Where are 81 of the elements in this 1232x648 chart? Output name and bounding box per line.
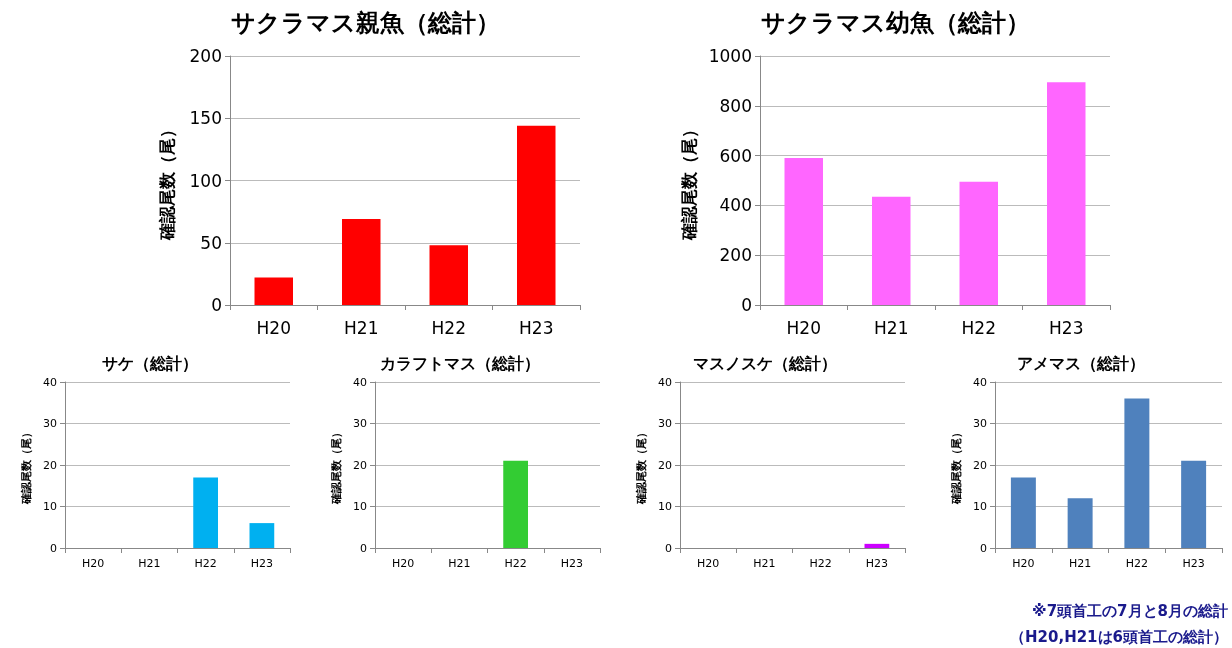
y-tick-label: 40	[973, 375, 987, 389]
bar	[1010, 477, 1036, 548]
y-tick-label: 0	[360, 541, 367, 555]
x-tick-label: H20	[391, 557, 415, 570]
y-tick-label: 1000	[708, 46, 752, 66]
text: ※7頭首工の7月と8月の総計	[1032, 601, 1228, 620]
x-tick-label: H23	[1049, 317, 1084, 338]
chart-title: サクラマス親魚（総計）	[230, 9, 500, 37]
y-tick-label: 30	[43, 417, 57, 430]
bar	[1047, 82, 1086, 305]
y-tick-label: 800	[719, 95, 752, 116]
y-tick-label: 0	[741, 295, 752, 315]
bar	[342, 219, 381, 305]
bar	[959, 181, 998, 305]
x-tick-label: H22	[1125, 557, 1149, 570]
bar	[1067, 498, 1093, 548]
chart-title: カラフトマス（総計）	[380, 353, 540, 373]
y-tick-label: 0	[665, 541, 672, 555]
y-tick-label: 20	[973, 458, 987, 472]
y-tick-label: 10	[353, 500, 367, 513]
x-tick-label: H20	[81, 557, 105, 570]
x-tick-label: H20	[256, 317, 291, 338]
x-tick-label: H21	[874, 317, 909, 338]
x-tick-label: H20	[696, 557, 720, 570]
y-tick-label: 30	[353, 417, 367, 430]
y-tick-label: 20	[43, 458, 57, 472]
x-tick-label: H23	[1182, 557, 1205, 570]
y-axis-title: 確認尾数（尾）	[635, 426, 649, 505]
y-tick-label: 30	[973, 417, 987, 430]
x-tick-label: H21	[448, 557, 471, 570]
y-tick-label: 200	[719, 245, 752, 266]
x-tick-label: H21	[753, 557, 776, 570]
bar	[517, 125, 556, 305]
x-tick-label: H23	[560, 557, 584, 570]
chart-title: サクラマス幼魚（総計）	[760, 9, 1030, 37]
x-tick-label: H22	[961, 317, 996, 338]
y-tick-label: 20	[658, 458, 672, 472]
y-axis-title: 確認尾数（尾）	[950, 426, 964, 505]
x-tick-label: H22	[809, 557, 832, 570]
y-tick-label: 30	[658, 417, 672, 430]
y-tick-label: 10	[973, 500, 987, 513]
bar	[872, 196, 911, 305]
x-tick-label: H21	[138, 557, 161, 570]
y-tick-label: 150	[189, 108, 222, 129]
bar	[1124, 398, 1150, 548]
y-axis-title: 確認尾数（尾）	[156, 121, 177, 241]
x-tick-label: H23	[519, 317, 554, 338]
x-tick-label: H23	[865, 557, 889, 570]
y-tick-label: 20	[353, 458, 367, 472]
text: （H20,H21は6頭首工の総計）	[1010, 627, 1228, 646]
chart-title: サケ（総計）	[102, 353, 198, 373]
x-tick-label: H22	[504, 557, 527, 570]
x-tick-label: H21	[344, 317, 379, 338]
y-tick-label: 40	[43, 375, 57, 389]
y-tick-label: 10	[658, 500, 672, 513]
x-tick-label: H22	[194, 557, 217, 570]
y-tick-label: 400	[719, 195, 752, 216]
x-tick-label: H20	[786, 317, 821, 338]
y-axis-title: 確認尾数（尾）	[20, 426, 34, 505]
x-tick-label: H22	[431, 317, 466, 338]
y-axis-title: 確認尾数（尾）	[679, 121, 700, 241]
y-tick-label: 200	[189, 46, 222, 66]
y-tick-label: 40	[353, 375, 367, 389]
bar	[254, 277, 293, 305]
chart-title: アメマス（総計）	[1017, 353, 1145, 373]
y-tick-label: 10	[43, 500, 57, 513]
bar	[784, 158, 823, 305]
bar	[429, 245, 468, 305]
y-tick-label: 0	[50, 541, 57, 555]
x-tick-label: H21	[1068, 557, 1092, 570]
chart-title: マスノスケ（総計）	[693, 353, 837, 373]
y-tick-label: 100	[189, 170, 222, 191]
x-tick-label: H20	[1012, 557, 1035, 570]
y-axis-title: 確認尾数（尾）	[330, 426, 344, 505]
y-tick-label: 0	[211, 295, 222, 315]
x-tick-label: H23	[250, 557, 274, 570]
bar	[1181, 460, 1207, 548]
y-tick-label: 600	[719, 145, 752, 166]
y-tick-label: 0	[980, 541, 987, 555]
y-tick-label: 50	[200, 232, 222, 253]
y-tick-label: 40	[658, 375, 672, 389]
